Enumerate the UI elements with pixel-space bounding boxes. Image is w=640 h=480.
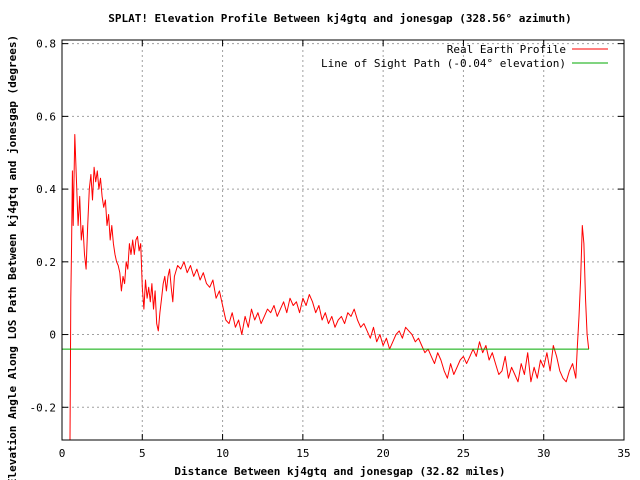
series-real-earth-profile [69, 134, 590, 441]
series-layer [62, 134, 590, 441]
axis-ticks: 0 5 10 15 20 25 30 35 -0.2 0 0.2 0.4 0.6 0.8 [30, 38, 631, 460]
grid [62, 40, 624, 440]
x-tick-label: 15 [296, 447, 309, 460]
y-axis-label: Elevation Angle Along LOS Path Between k… [6, 35, 19, 480]
x-axis-label: Distance Between kj4gtq and jonesgap (32… [174, 465, 505, 478]
x-tick-label: 20 [377, 447, 390, 460]
x-tick-label: 0 [59, 447, 66, 460]
y-tick-label: -0.2 [30, 401, 57, 414]
legend-label: Real Earth Profile [447, 43, 566, 56]
x-tick-label: 10 [216, 447, 229, 460]
plot-frame [61, 39, 625, 441]
y-tick-label: 0.4 [36, 183, 56, 196]
x-tick-label: 35 [617, 447, 630, 460]
x-tick-label: 25 [457, 447, 470, 460]
y-tick-label: 0 [49, 329, 56, 342]
y-tick-label: 0.8 [36, 38, 56, 51]
x-tick-label: 5 [139, 447, 146, 460]
y-tick-label: 0.2 [36, 256, 56, 269]
x-tick-label: 30 [537, 447, 550, 460]
legend-label: Line of Sight Path (-0.04° elevation) [321, 57, 566, 70]
chart-title: SPLAT! Elevation Profile Between kj4gtq … [108, 12, 572, 25]
y-tick-label: 0.6 [36, 110, 56, 123]
